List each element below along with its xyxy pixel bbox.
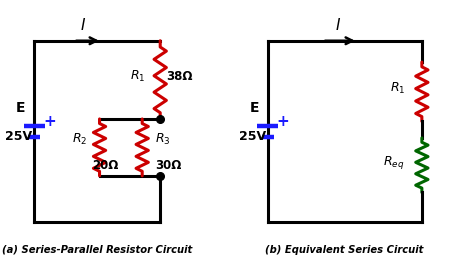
Text: 38Ω: 38Ω <box>166 70 192 83</box>
Text: +: + <box>43 114 55 129</box>
Text: (a) Series-Parallel Resistor Circuit: (a) Series-Parallel Resistor Circuit <box>2 245 192 255</box>
Text: E: E <box>250 101 259 115</box>
Text: $R_3$: $R_3$ <box>155 132 171 147</box>
Text: $I$: $I$ <box>80 17 86 33</box>
Text: $R_2$: $R_2$ <box>72 132 87 147</box>
Text: E: E <box>16 101 26 115</box>
Text: +: + <box>277 114 289 129</box>
Text: (b) Equivalent Series Circuit: (b) Equivalent Series Circuit <box>265 245 424 255</box>
Text: $R_1$: $R_1$ <box>390 81 405 96</box>
Text: $R_1$: $R_1$ <box>130 69 145 84</box>
Text: 25V: 25V <box>5 130 33 143</box>
Text: $R_{eq}$: $R_{eq}$ <box>383 154 404 171</box>
Text: 20Ω: 20Ω <box>92 159 119 172</box>
Text: $I$: $I$ <box>335 17 341 33</box>
Text: 25V: 25V <box>239 130 266 143</box>
Text: 30Ω: 30Ω <box>155 159 182 172</box>
